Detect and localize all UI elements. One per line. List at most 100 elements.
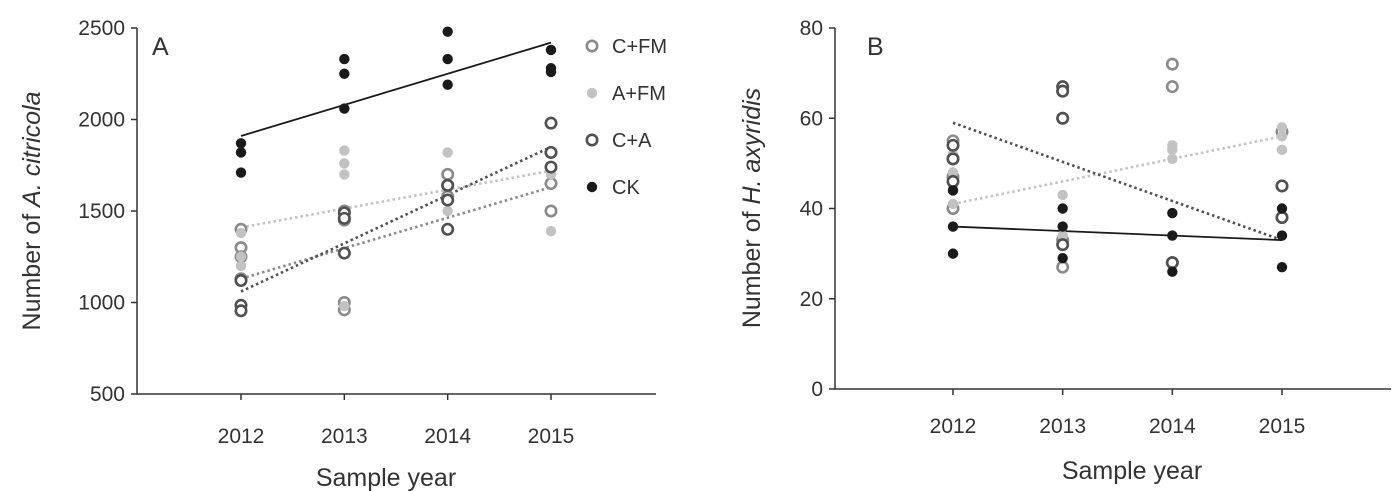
panel-a-axes xyxy=(136,28,656,395)
panel-a-label: A xyxy=(152,33,169,61)
data-point-c-plus-a xyxy=(1056,111,1070,125)
data-point-a-plus-fm xyxy=(339,169,350,180)
data-point-a-plus-fm xyxy=(947,198,959,210)
data-point-ck xyxy=(339,53,350,65)
data-point-a-plus-fm xyxy=(1276,144,1288,156)
x-tick-label: 2015 xyxy=(1259,415,1306,438)
trend-line-c-plus-a xyxy=(952,121,1283,242)
panel-b-chart: 0 20 40 60 80 2012 2013 2014 2015 B Sample year… xyxy=(738,17,1391,485)
x-tick-label: 2015 xyxy=(528,425,575,448)
legend-label: A+FM xyxy=(612,83,666,105)
data-point-c-plus-fm xyxy=(1056,260,1070,274)
y-tick-label: 0 xyxy=(811,378,823,401)
data-point-c-plus-a xyxy=(1275,179,1289,193)
data-point-ck xyxy=(1167,230,1178,241)
data-point-ck xyxy=(1057,252,1068,264)
data-point-ck xyxy=(947,248,959,259)
data-point-ck xyxy=(1057,203,1068,214)
data-point-c-plus-a xyxy=(1056,238,1070,252)
data-point-ck xyxy=(1057,221,1068,232)
data-point-ck xyxy=(1167,266,1178,277)
data-point-c-plus-a xyxy=(544,160,558,174)
data-point-ck xyxy=(1167,207,1178,219)
legend-marker-c-plus-fm xyxy=(585,39,599,53)
legend-label: C+A xyxy=(612,130,652,152)
data-point-ck xyxy=(339,103,350,114)
panel-b-axes xyxy=(834,28,1391,390)
data-point-ck xyxy=(235,138,247,149)
trend-line-ck xyxy=(240,41,552,137)
data-point-c-plus-a xyxy=(337,246,351,260)
data-point-c-plus-a xyxy=(544,116,558,130)
data-point-ck xyxy=(947,185,959,196)
data-point-a-plus-fm xyxy=(339,158,350,169)
data-point-ck xyxy=(545,66,557,78)
legend-marker-a-plus-fm xyxy=(586,87,598,99)
y-tick-label: 60 xyxy=(800,107,823,130)
y-tick-label: 1500 xyxy=(78,200,125,223)
data-point-ck xyxy=(1276,230,1288,241)
x-tick-label: 2014 xyxy=(1149,415,1196,438)
data-point-c-plus-a xyxy=(1165,256,1179,270)
data-point-a-plus-fm xyxy=(1057,189,1068,201)
data-point-a-plus-fm xyxy=(1167,153,1178,165)
data-point-c-plus-fm xyxy=(1165,57,1179,71)
data-point-a-plus-fm xyxy=(1167,144,1178,156)
data-point-c-plus-a xyxy=(1275,211,1289,225)
data-point-c-plus-a xyxy=(441,222,455,236)
data-point-ck xyxy=(1276,203,1288,214)
data-point-c-plus-a xyxy=(946,174,960,188)
data-point-a-plus-fm xyxy=(235,260,247,272)
data-point-a-plus-fm xyxy=(339,300,350,312)
data-point-c-plus-a xyxy=(234,304,248,318)
data-point-a-plus-fm xyxy=(947,167,959,178)
panel-a-chart: 500 1000 1500 2000 2500 2012 2013 2014 2015 A S… xyxy=(18,17,656,491)
data-point-a-plus-fm xyxy=(442,205,453,217)
x-tick-label: 2012 xyxy=(930,415,977,438)
y-tick-label: 80 xyxy=(800,17,823,40)
data-point-ck xyxy=(1276,261,1288,273)
data-point-c-plus-fm xyxy=(544,177,558,191)
data-point-c-plus-a xyxy=(441,193,455,207)
data-point-c-plus-a xyxy=(234,274,248,288)
data-point-a-plus-fm xyxy=(442,147,453,158)
trend-line-ck xyxy=(952,225,1283,241)
data-point-c-plus-a xyxy=(946,138,960,152)
data-point-a-plus-fm xyxy=(1057,230,1068,241)
legend-label: CK xyxy=(612,177,640,199)
panel-b-label: B xyxy=(867,33,884,61)
data-point-a-plus-fm xyxy=(235,227,247,239)
trend-line-a-plus-fm xyxy=(952,135,1283,206)
data-point-c-plus-a xyxy=(946,152,960,166)
trend-line-c-plus-a xyxy=(240,145,552,293)
x-tick-label: 2014 xyxy=(424,425,471,448)
legend-marker-ck xyxy=(586,181,598,193)
y-tick-label: 40 xyxy=(800,198,823,221)
x-tick-label: 2013 xyxy=(1039,415,1086,438)
data-point-a-plus-fm xyxy=(235,251,247,262)
data-point-c-plus-fm xyxy=(544,204,558,218)
data-point-c-plus-a xyxy=(544,145,558,159)
legend-label: C+FM xyxy=(612,36,667,58)
panel-b-x-axis-title: Sample year xyxy=(1062,457,1202,485)
data-point-a-plus-fm xyxy=(339,145,350,156)
data-point-c-plus-a xyxy=(337,211,351,225)
data-point-c-plus-a xyxy=(1056,84,1070,98)
y-tick-label: 2500 xyxy=(78,17,125,40)
data-point-ck xyxy=(339,68,350,79)
data-point-ck xyxy=(442,79,453,90)
legend-marker-c-plus-a xyxy=(585,133,599,147)
data-point-a-plus-fm xyxy=(1276,122,1288,133)
data-point-ck xyxy=(235,167,247,178)
x-tick-label: 2012 xyxy=(218,425,265,448)
data-point-ck xyxy=(442,53,453,65)
data-point-ck xyxy=(545,44,557,56)
data-point-c-plus-a xyxy=(441,178,455,192)
data-point-ck xyxy=(947,221,959,232)
y-tick-label: 1000 xyxy=(78,292,125,315)
data-point-c-plus-fm xyxy=(441,167,455,181)
trend-line-c-plus-fm xyxy=(240,185,552,280)
legend: C+FM A+FM C+A CK xyxy=(585,36,667,199)
data-point-c-plus-fm xyxy=(1165,80,1179,94)
